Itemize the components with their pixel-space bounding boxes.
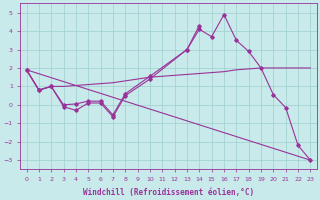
X-axis label: Windchill (Refroidissement éolien,°C): Windchill (Refroidissement éolien,°C) — [83, 188, 254, 197]
